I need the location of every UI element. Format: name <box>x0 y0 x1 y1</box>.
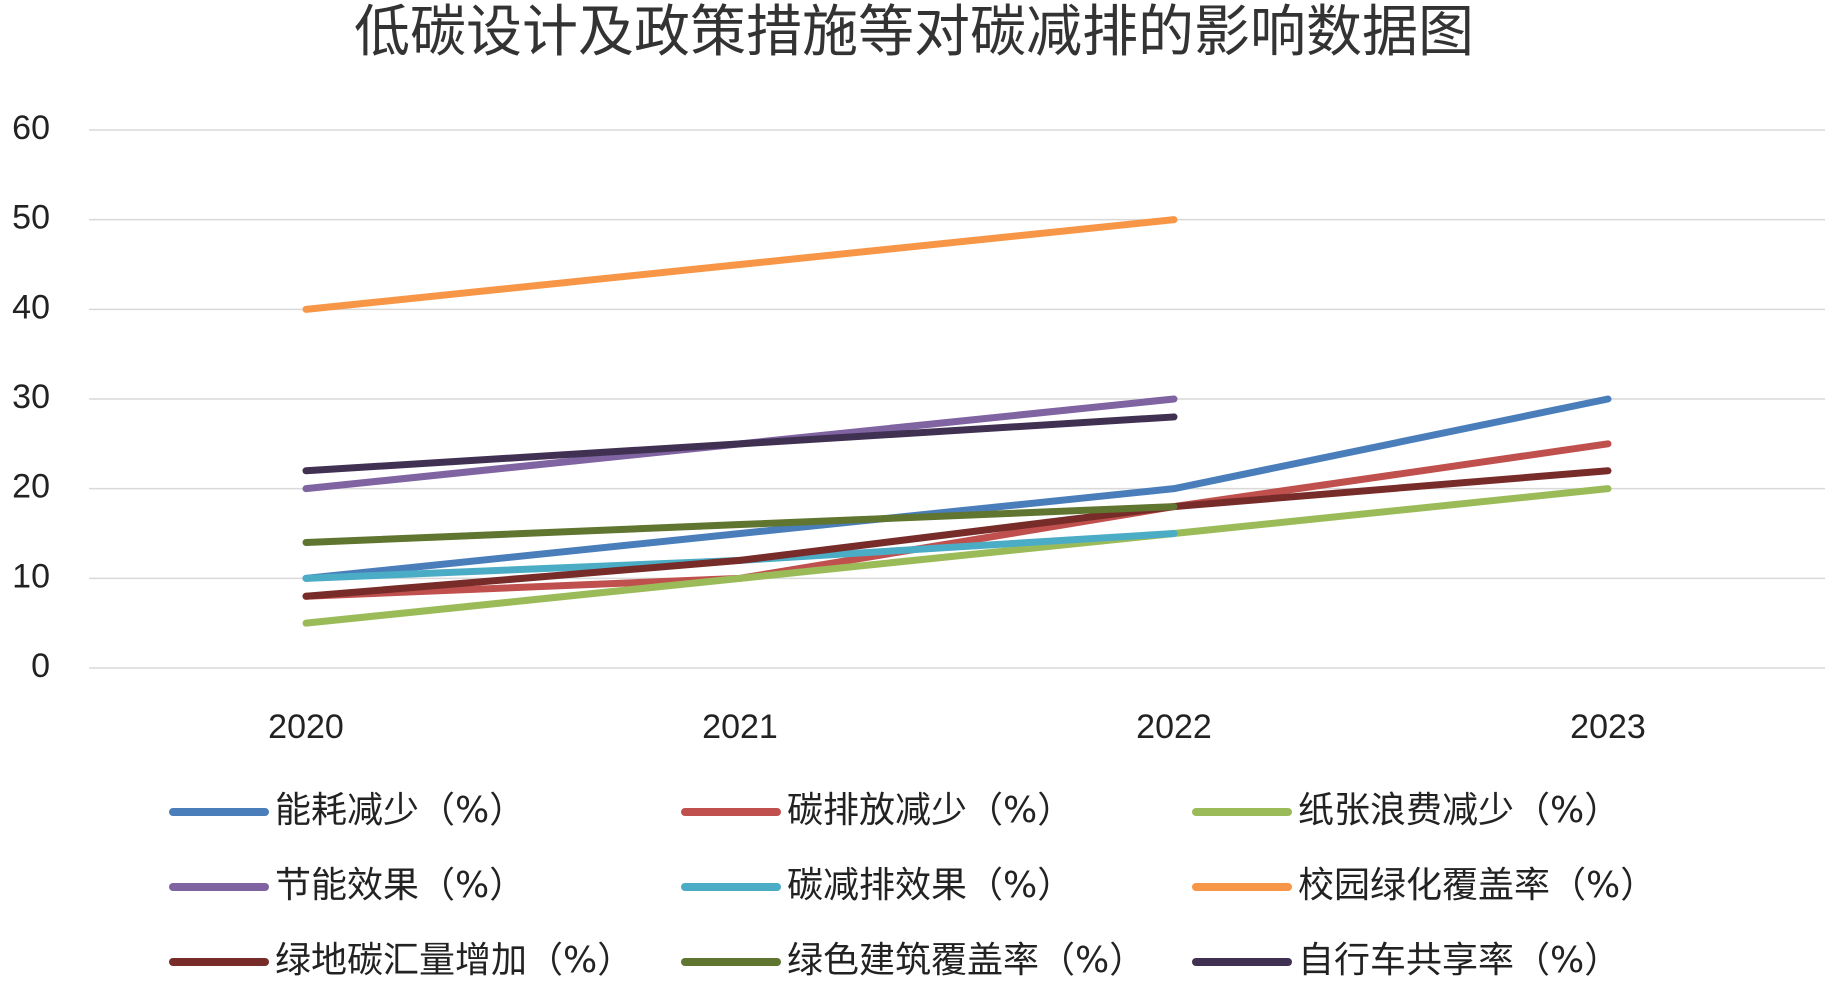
y-tick-label: 30 <box>12 378 50 416</box>
legend-label: 能耗减少（%） <box>275 790 525 831</box>
legend-label: 纸张浪费减少（%） <box>1298 790 1620 831</box>
series-line <box>302 413 1178 475</box>
y-tick-label: 50 <box>12 199 50 237</box>
legend-label: 绿地碳汇量增加（%） <box>275 940 633 981</box>
y-tick-label: 20 <box>12 468 50 506</box>
legend-label: 节能效果（%） <box>275 865 525 906</box>
chart-title: 低碳设计及政策措施等对碳减排的影响数据图 <box>354 0 1474 65</box>
legend-label: 自行车共享率（%） <box>1298 940 1620 981</box>
legend-label: 碳减排效果（%） <box>787 865 1073 906</box>
legend-label: 校园绿化覆盖率（%） <box>1298 865 1656 906</box>
x-tick-label: 2023 <box>1570 708 1646 746</box>
x-tick-label: 2022 <box>1136 708 1212 746</box>
series-line <box>302 440 1612 600</box>
legend-label: 绿色建筑覆盖率（%） <box>787 940 1145 981</box>
y-tick-label: 10 <box>12 557 50 595</box>
y-tick-label: 0 <box>31 647 50 685</box>
legend-label: 碳排放减少（%） <box>787 790 1073 831</box>
series-line <box>302 395 1612 582</box>
x-tick-label: 2020 <box>268 708 344 746</box>
y-tick-label: 40 <box>12 288 50 326</box>
series-line <box>302 467 1612 600</box>
series-line <box>302 485 1612 627</box>
series-line <box>302 503 1178 546</box>
y-tick-label: 60 <box>12 109 50 147</box>
x-tick-label: 2021 <box>702 708 778 746</box>
series-line <box>302 216 1178 313</box>
